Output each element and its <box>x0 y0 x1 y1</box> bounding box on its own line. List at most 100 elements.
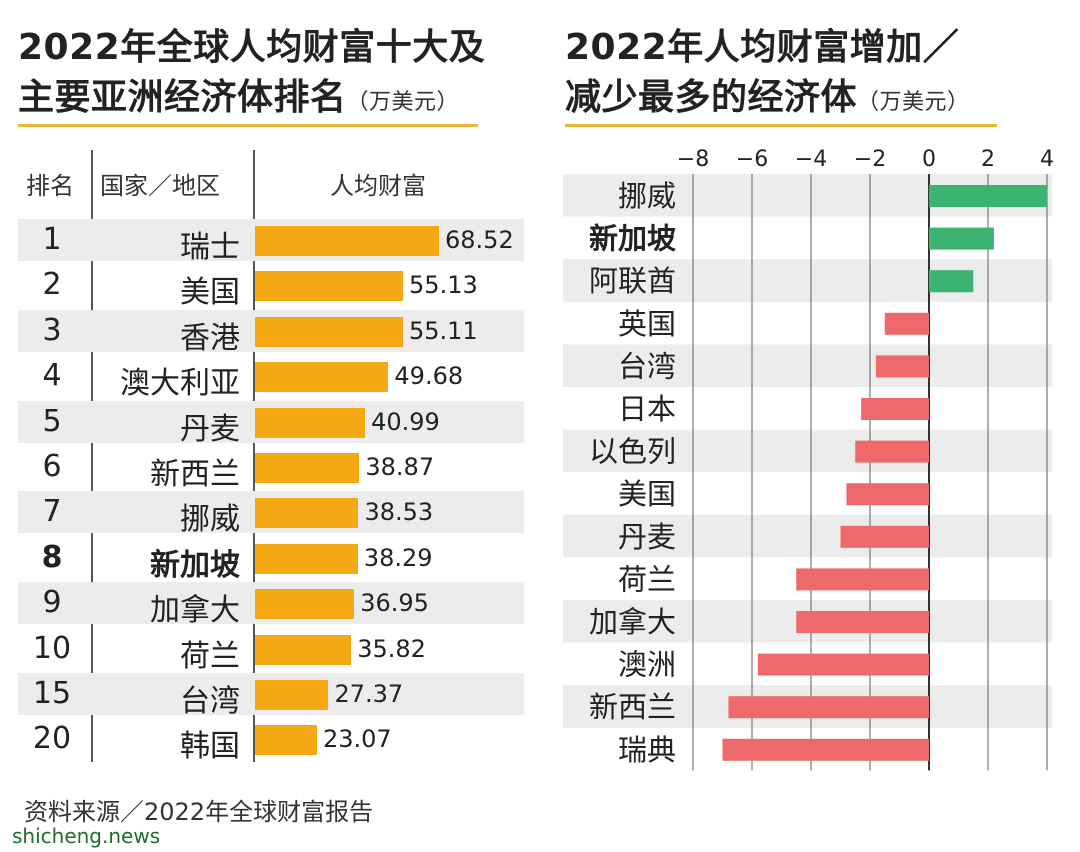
rank-label: 20 <box>32 721 72 757</box>
economy-label: 荷兰 <box>618 562 676 596</box>
wealth-bar <box>255 226 439 256</box>
rank-label: 3 <box>42 312 62 348</box>
change-bar <box>929 227 994 250</box>
economy-label: 台湾 <box>618 349 676 383</box>
rank-label: 10 <box>32 630 72 666</box>
x-tick-label: 4 <box>1040 147 1054 172</box>
wealth-value-label: 27.37 <box>334 680 404 708</box>
left-title-main: 主要亚洲经济体排名 <box>18 77 347 118</box>
country-label: 新西兰 <box>150 457 240 492</box>
right-title-line1: 2022年人均财富增加／ <box>565 27 960 68</box>
wealth-value-label: 35.82 <box>357 634 426 663</box>
wealth-bar <box>255 498 359 529</box>
change-bar <box>796 611 929 633</box>
economy-label: 英国 <box>618 307 676 341</box>
chart-row-background <box>563 429 1052 473</box>
wealth-bar <box>255 634 352 665</box>
country-label: 丹麦 <box>180 411 240 447</box>
change-bar <box>861 398 929 420</box>
chart-row-background <box>563 514 1052 558</box>
wealth-value-label: 40.99 <box>371 407 440 436</box>
economy-label: 澳洲 <box>618 648 676 682</box>
country-label: 澳大利亚 <box>120 366 240 402</box>
left-unit: （万美元） <box>346 90 460 115</box>
rank-label: 8 <box>41 539 63 575</box>
wealth-value-label: 55.11 <box>408 316 478 345</box>
change-bar <box>884 312 929 335</box>
wealth-value-label: 38.53 <box>364 498 434 527</box>
rank-label: 15 <box>32 676 72 711</box>
country-label: 瑞士 <box>180 230 240 265</box>
wealth-bar <box>255 362 389 393</box>
x-tick-label: −8 <box>677 147 709 172</box>
change-bar <box>722 738 929 761</box>
country-label: 加拿大 <box>150 593 240 629</box>
economy-label: 加拿大 <box>589 605 676 639</box>
economy-label: 丹麦 <box>618 520 676 554</box>
wealth-bar <box>255 680 329 710</box>
rank-label: 9 <box>42 585 62 621</box>
right-unit: （万美元） <box>857 90 970 115</box>
change-bar <box>757 653 929 676</box>
rank-label: 1 <box>42 222 62 257</box>
rank-label: 6 <box>42 449 62 484</box>
x-tick-label: −4 <box>795 147 827 172</box>
change-bar <box>875 355 929 378</box>
economy-label: 瑞典 <box>618 733 676 767</box>
x-tick-label: −2 <box>854 147 886 172</box>
economy-label: 美国 <box>618 477 676 511</box>
right-title-main: 减少最多的经济体 <box>565 77 858 118</box>
wealth-bar <box>255 316 403 347</box>
column-divider-1 <box>91 150 93 762</box>
wealth-bar <box>255 453 360 483</box>
x-tick-label: −6 <box>736 147 768 172</box>
wealth-bar <box>255 543 358 574</box>
change-bar <box>929 270 974 293</box>
country-label: 新加坡 <box>150 547 240 583</box>
left-title-line2: 主要亚洲经济体排名（万美元） <box>18 68 459 120</box>
economy-label: 新西兰 <box>589 690 676 724</box>
header-rank: 排名 <box>26 172 74 200</box>
economy-label: 以色列 <box>589 435 676 469</box>
economy-label: 挪威 <box>618 179 676 213</box>
column-divider-2 <box>253 150 255 762</box>
chart-row-background <box>563 344 1052 387</box>
economy-label: 阿联酋 <box>589 264 676 298</box>
rank-label: 7 <box>42 494 62 530</box>
change-bar <box>855 440 929 463</box>
country-label: 韩国 <box>180 729 240 765</box>
left-title-rule <box>18 124 478 127</box>
change-bar <box>796 568 929 591</box>
left-title-line1: 2022年全球人均财富十大及 <box>18 27 486 68</box>
country-label: 美国 <box>180 275 240 311</box>
wealth-value-label: 38.29 <box>363 543 433 572</box>
header-wealth: 人均财富 <box>330 172 426 200</box>
rank-label: 2 <box>42 267 62 303</box>
economy-label: 新加坡 <box>589 222 676 256</box>
wealth-value-label: 68.52 <box>445 226 514 254</box>
right-title-line2: 减少最多的经济体（万美元） <box>565 68 970 120</box>
change-bar <box>846 483 929 506</box>
wealth-value-label: 23.07 <box>322 725 392 754</box>
country-label: 台湾 <box>180 684 240 719</box>
country-label: 香港 <box>180 320 240 356</box>
wealth-bar <box>255 271 404 302</box>
change-bar <box>840 525 929 548</box>
x-tick-label: 2 <box>981 147 995 172</box>
country-label: 荷兰 <box>180 638 240 674</box>
wealth-value-label: 55.13 <box>409 271 478 300</box>
wealth-value-label: 49.68 <box>394 362 464 391</box>
wealth-value-label: 38.87 <box>365 453 435 481</box>
rank-label: 5 <box>42 403 62 439</box>
economy-label: 日本 <box>618 392 676 426</box>
wealth-bar <box>255 725 317 756</box>
header-country: 国家／地区 <box>100 172 220 200</box>
wealth-value-label: 36.95 <box>360 589 429 618</box>
x-tick-label: 0 <box>922 147 936 172</box>
country-label: 挪威 <box>180 502 240 538</box>
rank-label: 4 <box>42 358 62 394</box>
wealth-bar <box>255 589 355 620</box>
right-title-rule <box>565 124 997 127</box>
change-bar <box>728 696 929 719</box>
